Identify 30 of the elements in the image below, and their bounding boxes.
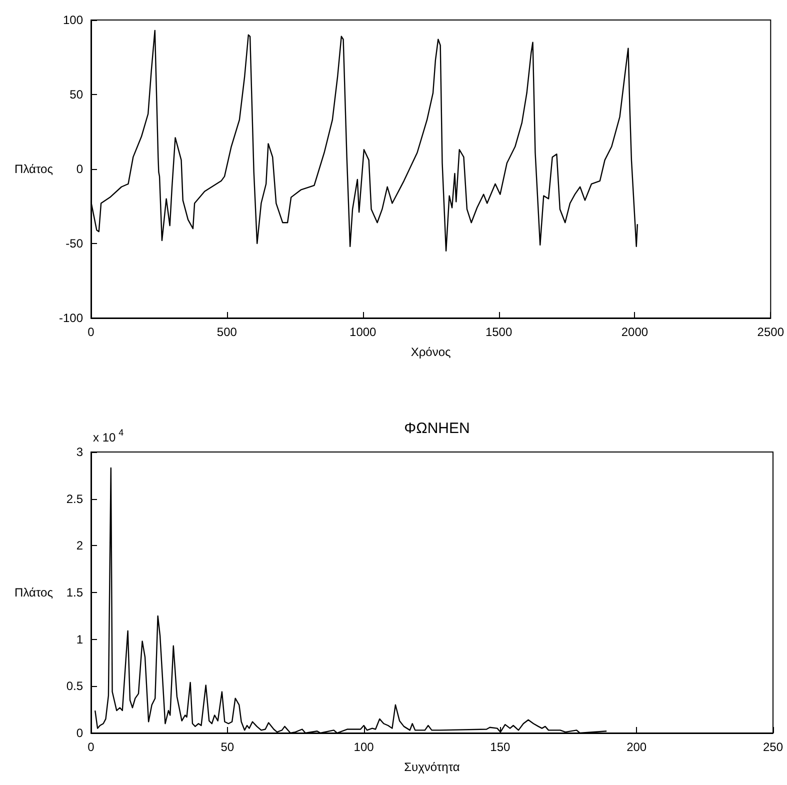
- x-tick-label: 0: [88, 740, 95, 754]
- x-tick-label: 200: [626, 740, 647, 754]
- x-tick-label: 2000: [621, 325, 648, 339]
- y-tick-label: 3: [76, 445, 84, 459]
- x-tick-label: 500: [216, 325, 238, 339]
- x-tick-label: 1000: [350, 325, 377, 339]
- chart-title: ΦΩΝΗΕΝ: [404, 420, 470, 437]
- y-axis-title: Πλάτος: [14, 586, 54, 600]
- y-axis-title: Πλάτος: [14, 162, 54, 176]
- y-tick-label: 1: [76, 632, 84, 646]
- text: x 104: [93, 428, 124, 444]
- y-tick-label: 50: [70, 88, 84, 102]
- y-tick-label: -50: [66, 236, 84, 250]
- y-tick-label: 0: [76, 726, 84, 740]
- y-tick-label: 0.5: [66, 679, 84, 694]
- x-tick-label: 1500: [485, 325, 512, 339]
- x-axis-title: Χρόνος: [410, 345, 452, 359]
- y-tick-label: 0: [76, 162, 84, 176]
- y-tick-label: 1.5: [66, 586, 84, 600]
- y-tick-label: 2: [76, 538, 84, 553]
- x-tick-label: 0: [88, 325, 95, 339]
- x-tick-label: 250: [762, 740, 784, 754]
- y-tick-label: 2.5: [66, 492, 84, 506]
- x-tick-label: 50: [220, 740, 234, 754]
- y-tick-label: -100: [58, 311, 84, 325]
- x-tick-label: 100: [354, 740, 374, 754]
- x-tick-label: 2500: [757, 325, 784, 339]
- x-axis-title: Συχνότητα: [404, 760, 460, 774]
- x-tick-label: 150: [490, 740, 511, 754]
- y-tick-label: 100: [62, 13, 84, 27]
